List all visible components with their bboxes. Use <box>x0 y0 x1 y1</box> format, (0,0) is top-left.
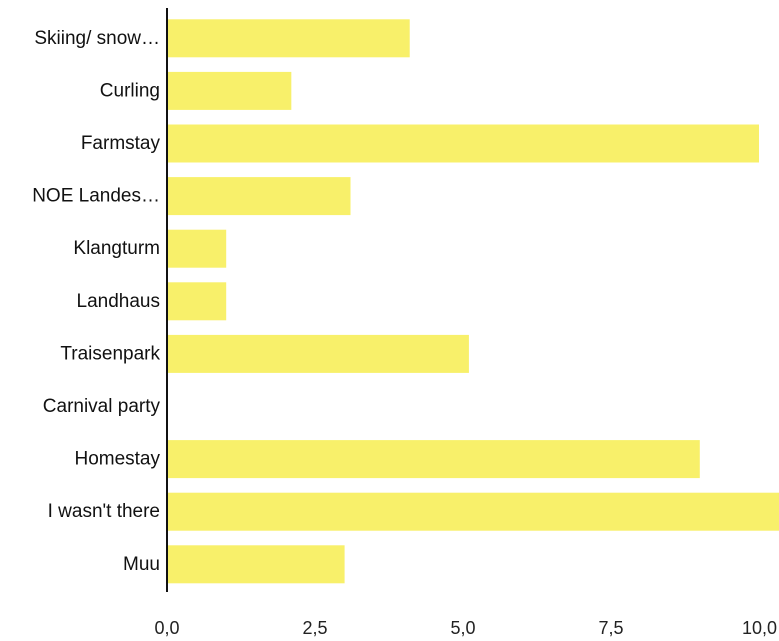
bar-i-wasn-t-there <box>168 492 779 531</box>
category-label: I wasn't there <box>48 501 160 522</box>
bar-homestay <box>168 440 700 479</box>
bar-muu <box>168 545 345 584</box>
bar-traisenpark <box>168 334 469 373</box>
x-tick-label: 0,0 <box>154 618 179 638</box>
category-label: NOE Landes… <box>32 186 160 207</box>
bar-landhaus <box>168 282 227 321</box>
bars-layer <box>168 19 779 584</box>
category-label: Curling <box>100 80 160 101</box>
bar-noe-landes <box>168 177 351 216</box>
x-tick-labels: 0,0 2,5 5,0 7,5 10,0 <box>154 618 777 638</box>
category-label: Carnival party <box>43 396 161 417</box>
bar-farmstay <box>168 124 759 163</box>
category-label: Traisenpark <box>60 343 160 364</box>
bar-klangturm <box>168 229 227 268</box>
bar-skiing-snow <box>168 19 410 58</box>
category-label: Homestay <box>74 449 160 470</box>
category-labels: Skiing/ snow… Curling Farmstay NOE Landes… K… <box>32 28 160 575</box>
x-tick-label: 5,0 <box>450 618 475 638</box>
category-label: Landhaus <box>77 291 160 312</box>
bar-curling <box>168 71 292 110</box>
category-label: Klangturm <box>73 238 160 259</box>
category-label: Skiing/ snow… <box>34 28 160 49</box>
category-label: Muu <box>123 554 160 575</box>
category-label: Farmstay <box>81 133 161 154</box>
x-tick-label: 10,0 <box>742 618 777 638</box>
x-tick-label: 2,5 <box>302 618 327 638</box>
x-tick-label: 7,5 <box>598 618 623 638</box>
